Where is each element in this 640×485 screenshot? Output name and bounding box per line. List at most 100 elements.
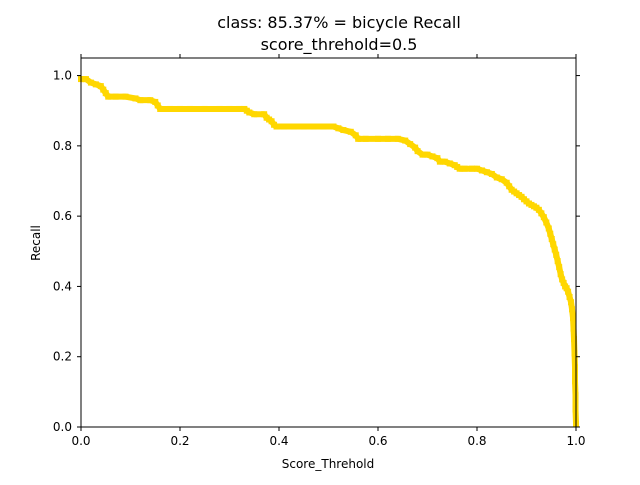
recall-point	[154, 102, 161, 109]
recall-point	[407, 141, 414, 148]
recall-point	[434, 155, 441, 162]
recall-point	[566, 293, 573, 300]
chart-title-line1: class: 85.37% = bicycle Recall	[217, 13, 461, 32]
recall-point	[335, 125, 342, 132]
recall-point	[538, 210, 545, 217]
recall-point	[565, 288, 572, 295]
x-tick-label: 0.4	[269, 434, 288, 448]
recall-point	[157, 105, 164, 112]
y-tick-label: 0.4	[53, 279, 72, 293]
recall-point	[419, 151, 426, 158]
y-tick-label: 0.0	[53, 420, 72, 434]
recall-point	[557, 271, 564, 278]
recall-point	[100, 86, 107, 93]
recall-point	[355, 135, 362, 142]
x-axis-label: Score_Threhold	[282, 457, 375, 471]
recall-point	[352, 132, 359, 139]
recall-point	[137, 97, 144, 104]
recall-point	[280, 123, 287, 130]
x-tick-label: 1.0	[566, 434, 585, 448]
recall-point	[320, 123, 327, 130]
recall-point	[556, 264, 563, 271]
recall-point	[498, 176, 505, 183]
recall-point	[177, 105, 183, 112]
recall-point	[506, 183, 513, 190]
recall-point	[216, 105, 223, 112]
recall-point	[92, 81, 99, 88]
recall-point	[563, 285, 570, 292]
recall-point	[226, 105, 233, 112]
recall-point	[550, 241, 557, 248]
recall-point	[483, 169, 490, 176]
y-axis-label: Recall	[29, 225, 43, 261]
recall-point	[559, 276, 566, 283]
axes-frame	[80, 57, 577, 428]
recall-point	[375, 135, 381, 142]
recall-point	[340, 127, 347, 134]
recall-point	[570, 325, 577, 332]
recall-point	[535, 206, 542, 213]
x-tick-label: 0.8	[467, 434, 486, 448]
x-tick-label: 0.0	[71, 434, 90, 448]
recall-point	[560, 279, 567, 286]
chart-title-line2: score_threhold=0.5	[261, 35, 418, 55]
recall-point	[545, 225, 552, 232]
recall-point	[300, 123, 307, 130]
recall-point	[548, 235, 555, 242]
recall-point	[384, 135, 391, 142]
recall-point	[570, 315, 577, 322]
recall-point	[402, 137, 409, 144]
y-tick-label: 1.0	[53, 69, 72, 83]
recall-point	[290, 123, 297, 130]
recall-point	[87, 79, 94, 86]
recall-point	[540, 214, 547, 221]
recall-point	[167, 105, 174, 112]
plot-area	[78, 76, 579, 427]
recall-point	[554, 258, 561, 265]
recall-point	[568, 299, 575, 306]
recall-point	[330, 123, 337, 130]
recall-point	[82, 76, 89, 83]
recall-point	[474, 165, 480, 172]
recall-point	[132, 95, 139, 102]
recall-point	[414, 148, 421, 155]
x-tick-label: 0.2	[170, 434, 189, 448]
recall-point	[112, 93, 119, 100]
recall-point	[478, 167, 485, 174]
recall-point	[147, 97, 154, 104]
axis-ticks: 0.0 0.2 0.4 0.6 0.8 1.0 0.0 0.2 0.4 0.6 0.8 1.0	[53, 54, 586, 448]
recall-point	[251, 111, 258, 118]
recall-point	[571, 350, 578, 357]
recall-point	[97, 83, 104, 90]
recall-point	[429, 153, 436, 160]
recall-point	[152, 98, 159, 105]
recall-point	[436, 158, 443, 165]
recall-point	[547, 230, 554, 237]
y-tick-label: 0.8	[53, 139, 72, 153]
recall-point	[394, 135, 401, 142]
recall-point	[553, 251, 560, 258]
recall-point	[572, 364, 579, 371]
recall-point	[310, 123, 317, 130]
recall-point	[503, 179, 510, 186]
recall-point	[122, 93, 129, 100]
recall-point	[543, 219, 550, 226]
recall-point	[246, 109, 253, 116]
recall-point	[261, 111, 268, 118]
y-tick-label: 0.6	[53, 209, 72, 223]
x-tick-label: 0.6	[368, 434, 387, 448]
recall-point	[102, 90, 109, 97]
y-tick-label: 0.2	[53, 350, 72, 364]
recall-point	[412, 144, 419, 151]
recall-point	[424, 151, 431, 158]
recall-point	[493, 174, 500, 181]
recall-point	[362, 135, 369, 142]
recall-point	[456, 165, 463, 172]
recall-point	[571, 336, 578, 343]
recall-point	[186, 105, 193, 112]
recall-point	[236, 105, 243, 112]
recall-point	[572, 378, 579, 385]
recall-point	[569, 306, 576, 313]
